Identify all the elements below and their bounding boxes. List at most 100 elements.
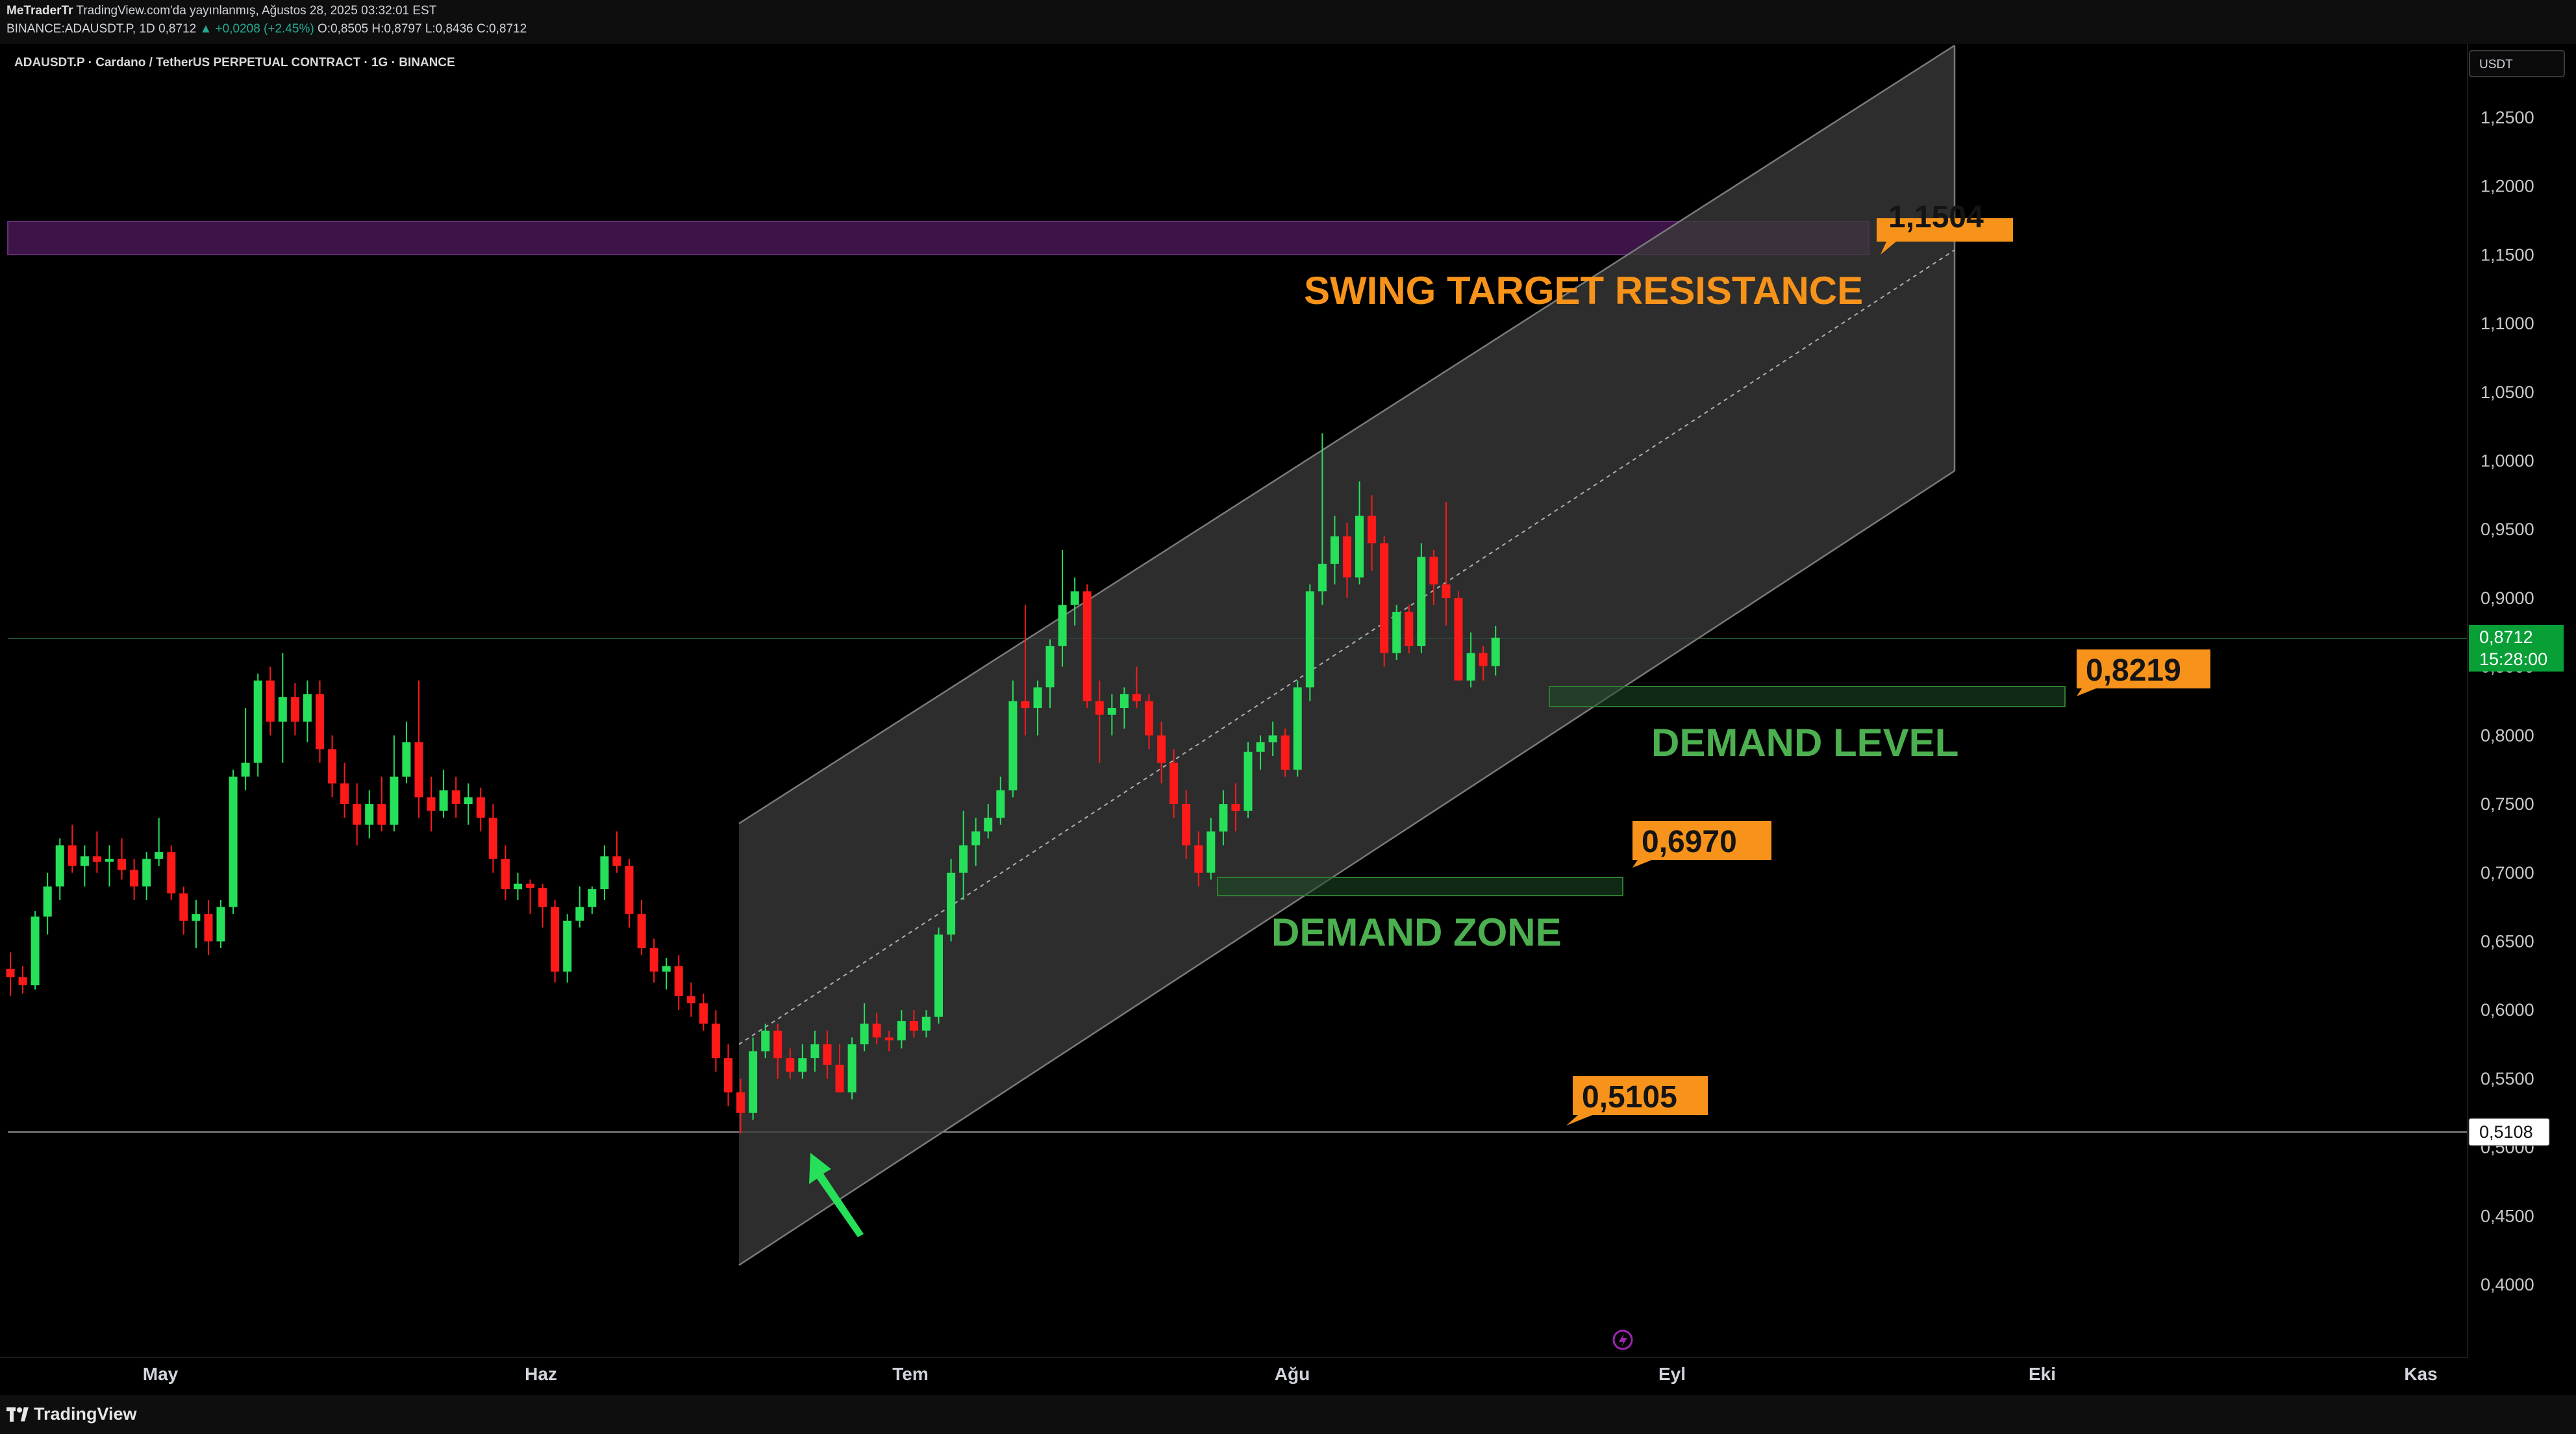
author-name[interactable]: MeTraderTr — [6, 4, 73, 18]
candle-up[interactable] — [55, 845, 64, 887]
candle-down[interactable] — [1132, 694, 1141, 701]
candle-down[interactable] — [1145, 701, 1153, 736]
candle-up[interactable] — [1033, 687, 1042, 709]
candle-up[interactable] — [1008, 701, 1018, 790]
candle-up[interactable] — [216, 907, 225, 942]
candle-down[interactable] — [179, 893, 188, 921]
candle-down[interactable] — [872, 1024, 881, 1038]
demand-zone-box[interactable] — [1217, 877, 1623, 896]
candle-down[interactable] — [835, 1064, 844, 1092]
candle-up[interactable] — [996, 790, 1005, 818]
candle-down[interactable] — [909, 1021, 918, 1031]
candle-up[interactable] — [810, 1044, 819, 1059]
candle-down[interactable] — [786, 1058, 795, 1072]
demand-zone-text[interactable]: DEMAND ZONE — [1271, 911, 1562, 954]
candle-down[interactable] — [353, 804, 362, 825]
candle-up[interactable] — [1058, 605, 1067, 646]
candle-up[interactable] — [1045, 646, 1055, 688]
candle-up[interactable] — [253, 680, 262, 763]
demand-level-price-label[interactable]: 0,8219 — [2086, 653, 2181, 688]
candle-down[interactable] — [736, 1092, 745, 1113]
price-axis[interactable] — [2468, 44, 2576, 1395]
demand-level-box[interactable] — [1549, 686, 2066, 707]
candle-down[interactable] — [427, 797, 436, 811]
demand-zone-price-label[interactable]: 0,6970 — [1642, 825, 1737, 859]
candle-down[interactable] — [6, 968, 15, 977]
candle-down[interactable] — [340, 783, 349, 804]
candle-down[interactable] — [686, 996, 695, 1003]
candle-down[interactable] — [501, 859, 510, 890]
candle-down[interactable] — [266, 680, 275, 722]
candle-up[interactable] — [1318, 564, 1327, 592]
candle-up[interactable] — [303, 694, 312, 722]
candle-up[interactable] — [514, 883, 522, 890]
candle-up[interactable] — [1119, 694, 1129, 708]
candle-down[interactable] — [724, 1058, 732, 1093]
candle-down[interactable] — [18, 977, 27, 986]
candle-down[interactable] — [1082, 591, 1092, 701]
candle-down[interactable] — [1194, 845, 1203, 873]
candle-up[interactable] — [192, 914, 201, 921]
candle-down[interactable] — [625, 866, 634, 914]
candle-up[interactable] — [921, 1016, 931, 1031]
candle-down[interactable] — [290, 697, 299, 722]
candle-down[interactable] — [1169, 762, 1179, 804]
candle-up[interactable] — [1305, 591, 1314, 688]
candle-down[interactable] — [1157, 735, 1166, 763]
candle-down[interactable] — [637, 914, 646, 949]
candle-up[interactable] — [662, 966, 671, 972]
candle-down[interactable] — [674, 966, 683, 997]
candle-up[interactable] — [402, 742, 411, 777]
candle-up[interactable] — [1491, 637, 1500, 666]
demand-level-text[interactable]: DEMAND LEVEL — [1651, 721, 1958, 764]
candle-up[interactable] — [959, 845, 968, 873]
candle-up[interactable] — [1355, 516, 1364, 578]
candle-up[interactable] — [588, 889, 597, 907]
candle-up[interactable] — [1330, 536, 1339, 564]
candle-down[interactable] — [1231, 804, 1240, 811]
price-chart[interactable]: 1,1504 SWING TARGET RESISTANCE 0,8219 DE… — [0, 44, 2576, 1395]
candle-up[interactable] — [897, 1021, 906, 1040]
candle-up[interactable] — [464, 797, 473, 805]
candle-up[interactable] — [278, 697, 287, 722]
candle-up[interactable] — [365, 804, 374, 825]
candle-down[interactable] — [699, 1003, 708, 1024]
candle-down[interactable] — [823, 1044, 832, 1065]
tradingview-logo[interactable]: TradingView — [6, 1404, 137, 1424]
candle-down[interactable] — [1442, 584, 1451, 598]
candle-down[interactable] — [1095, 701, 1104, 715]
candle-down[interactable] — [451, 790, 460, 804]
channel-lower-line[interactable] — [738, 470, 1955, 1266]
candle-up[interactable] — [984, 818, 993, 832]
resistance-price-label[interactable]: 1,1504 — [1888, 200, 1984, 234]
candle-down[interactable] — [1429, 557, 1438, 585]
candle-down[interactable] — [1454, 598, 1463, 681]
resistance-zone[interactable] — [7, 221, 1869, 255]
candle-down[interactable] — [649, 948, 658, 972]
candle-down[interactable] — [538, 888, 547, 907]
candle-up[interactable] — [1466, 653, 1475, 681]
candle-up[interactable] — [1268, 735, 1277, 742]
candle-down[interactable] — [1368, 516, 1377, 544]
candle-up[interactable] — [439, 790, 448, 811]
candle-up[interactable] — [563, 920, 572, 972]
candle-up[interactable] — [860, 1024, 869, 1044]
candle-up[interactable] — [575, 907, 584, 921]
candle-up[interactable] — [798, 1058, 807, 1072]
channel-upper-line[interactable] — [738, 44, 1955, 825]
candle-up[interactable] — [761, 1030, 770, 1051]
candle-down[interactable] — [773, 1030, 782, 1059]
candle-down[interactable] — [316, 694, 324, 749]
candle-down[interactable] — [1405, 612, 1414, 646]
candle-down[interactable] — [377, 804, 386, 825]
candle-up[interactable] — [1244, 751, 1253, 811]
candle-up[interactable] — [80, 856, 89, 866]
candle-down[interactable] — [884, 1037, 894, 1040]
candle-up[interactable] — [390, 776, 399, 825]
candle-down[interactable] — [1380, 543, 1389, 653]
candle-up[interactable] — [749, 1051, 758, 1113]
candle-up[interactable] — [1256, 742, 1265, 752]
candle-down[interactable] — [118, 859, 126, 870]
candle-up[interactable] — [31, 916, 40, 986]
candle-up[interactable] — [1219, 804, 1228, 832]
